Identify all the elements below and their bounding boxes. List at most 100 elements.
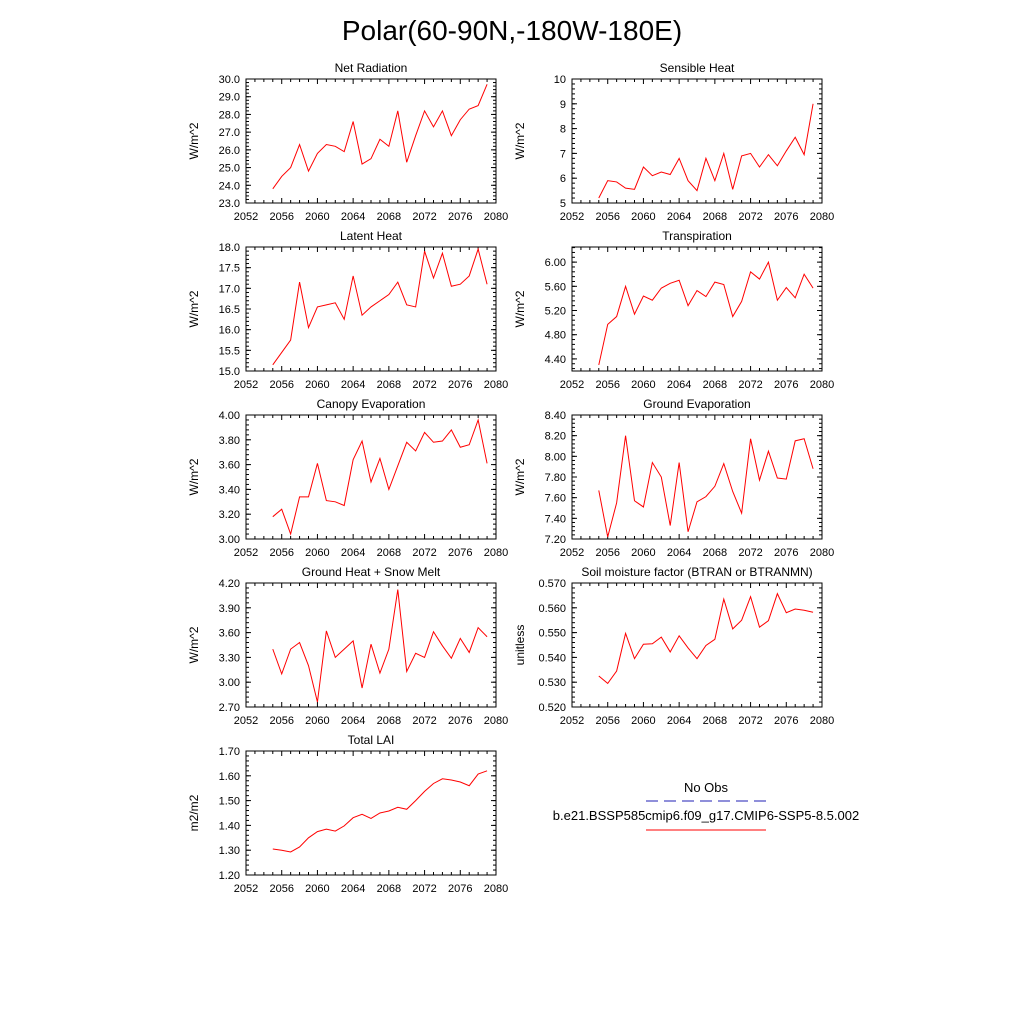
- y-tick-label: 7: [560, 148, 566, 160]
- panel-2: Latent Heat W/m^2 2052 2056 2060 2064 2068 2072…: [187, 229, 508, 391]
- y-tick-label: 3.00: [219, 677, 240, 689]
- x-tick-label: 2068: [377, 883, 401, 895]
- plot-frame: [571, 78, 823, 204]
- panel-4: Canopy Evaporation W/m^2 2052 2056 2060 2064 2…: [187, 397, 508, 559]
- panel-5: Ground Evaporation W/m^2 2052 2056 2060 2064 2…: [513, 397, 834, 559]
- y-axis-label: unitless: [513, 625, 527, 666]
- y-tick-label: 1.40: [219, 820, 240, 832]
- y-tick-label: 10: [554, 74, 566, 86]
- y-tick-label: 23.0: [219, 198, 240, 210]
- y-tick-label: 8.20: [545, 431, 566, 443]
- y-tick-label: 3.20: [219, 509, 240, 521]
- x-tick-label: 2072: [738, 715, 762, 727]
- x-tick-label: 2052: [234, 547, 258, 559]
- y-tick-label: 5.60: [545, 281, 566, 293]
- y-axis-label: m2/m2: [187, 794, 201, 831]
- panel-6: Ground Heat + Snow Melt W/m^2 2052 2056 2060…: [187, 565, 508, 727]
- x-tick-label: 2068: [377, 547, 401, 559]
- x-tick-label: 2076: [448, 883, 472, 895]
- series-line-0: [272, 770, 488, 853]
- x-tick-label: 2052: [234, 715, 258, 727]
- y-tick-label: 4.00: [219, 410, 240, 422]
- y-axis-label: W/m^2: [513, 458, 527, 495]
- y-tick-label: 29.0: [219, 92, 240, 104]
- x-tick-label: 2072: [738, 379, 762, 391]
- panel-title: Sensible Heat: [660, 61, 735, 75]
- x-tick-label: 2052: [234, 379, 258, 391]
- x-tick-label: 2080: [810, 715, 834, 727]
- y-tick-label: 0.530: [538, 677, 566, 689]
- x-tick-label: 2072: [412, 547, 436, 559]
- x-tick-label: 2072: [412, 883, 436, 895]
- legend-label-no-obs: No Obs: [684, 780, 729, 795]
- x-tick-label: 2080: [484, 715, 508, 727]
- y-tick-label: 0.560: [538, 603, 566, 615]
- panels-container: Net Radiation W/m^2 2052 2056 2060 2064 2068 20…: [187, 61, 834, 895]
- y-axis-label: W/m^2: [187, 626, 201, 663]
- y-tick-label: 1.70: [219, 746, 240, 758]
- y-tick-label: 3.80: [219, 435, 240, 447]
- x-tick-label: 2052: [560, 379, 584, 391]
- plot-frame: [571, 582, 823, 708]
- y-tick-label: 8: [560, 124, 566, 136]
- x-tick-label: 2064: [341, 211, 365, 223]
- x-tick-label: 2060: [305, 883, 329, 895]
- x-tick-label: 2060: [305, 379, 329, 391]
- x-tick-label: 2080: [484, 211, 508, 223]
- y-tick-label: 27.0: [219, 127, 240, 139]
- plot-frame: [245, 750, 497, 876]
- x-tick-label: 2056: [269, 715, 293, 727]
- x-tick-label: 2068: [703, 715, 727, 727]
- x-tick-label: 2072: [412, 715, 436, 727]
- panel-3: Transpiration W/m^2 2052 2056 2060 2064 2068 20…: [513, 229, 834, 391]
- panel-title: Ground Heat + Snow Melt: [302, 565, 441, 579]
- y-tick-label: 8.00: [545, 451, 566, 463]
- x-tick-label: 2056: [595, 715, 619, 727]
- x-tick-label: 2052: [234, 211, 258, 223]
- x-tick-label: 2056: [595, 379, 619, 391]
- x-tick-label: 2076: [774, 715, 798, 727]
- panel-title: Soil moisture factor (BTRAN or BTRANMN): [581, 565, 812, 579]
- plot-frame: [245, 414, 497, 540]
- x-tick-label: 2080: [810, 379, 834, 391]
- x-tick-label: 2076: [448, 547, 472, 559]
- series-line-0: [598, 592, 814, 685]
- x-tick-label: 2052: [560, 547, 584, 559]
- x-tick-label: 2064: [341, 379, 365, 391]
- legend: No Obs b.e21.BSSP585cmip6.f09_g17.CMIP6-…: [553, 780, 859, 831]
- y-tick-label: 9: [560, 99, 566, 111]
- y-tick-label: 3.90: [219, 603, 240, 615]
- y-tick-label: 4.20: [219, 578, 240, 590]
- panel-title: Canopy Evaporation: [317, 397, 426, 411]
- y-tick-label: 17.5: [219, 263, 240, 275]
- y-tick-label: 3.30: [219, 652, 240, 664]
- plot-frame: [571, 414, 823, 540]
- y-tick-label: 25.0: [219, 163, 240, 175]
- y-tick-label: 1.30: [219, 845, 240, 857]
- panel-title: Ground Evaporation: [643, 397, 750, 411]
- y-tick-label: 26.0: [219, 145, 240, 157]
- x-tick-label: 2056: [269, 211, 293, 223]
- y-tick-label: 1.20: [219, 870, 240, 882]
- x-tick-label: 2080: [810, 547, 834, 559]
- legend-label-case: b.e21.BSSP585cmip6.f09_g17.CMIP6-SSP5-8.…: [553, 808, 859, 823]
- panel-0: Net Radiation W/m^2 2052 2056 2060 2064 2068 20…: [187, 61, 508, 223]
- x-tick-label: 2068: [703, 547, 727, 559]
- y-tick-label: 3.00: [219, 534, 240, 546]
- plot-frame: [245, 78, 497, 204]
- panel-title: Net Radiation: [335, 61, 408, 75]
- x-tick-label: 2060: [631, 211, 655, 223]
- y-tick-label: 1.50: [219, 796, 240, 808]
- y-tick-label: 16.0: [219, 325, 240, 337]
- x-tick-label: 2068: [377, 379, 401, 391]
- y-tick-label: 7.60: [545, 493, 566, 505]
- y-tick-label: 15.5: [219, 345, 240, 357]
- series-line-0: [272, 418, 488, 536]
- y-tick-label: 30.0: [219, 74, 240, 86]
- x-tick-label: 2056: [269, 883, 293, 895]
- y-tick-label: 17.0: [219, 283, 240, 295]
- x-tick-label: 2068: [377, 715, 401, 727]
- figure-title: Polar(60-90N,-180W-180E): [342, 15, 682, 46]
- plot-frame: [245, 246, 497, 372]
